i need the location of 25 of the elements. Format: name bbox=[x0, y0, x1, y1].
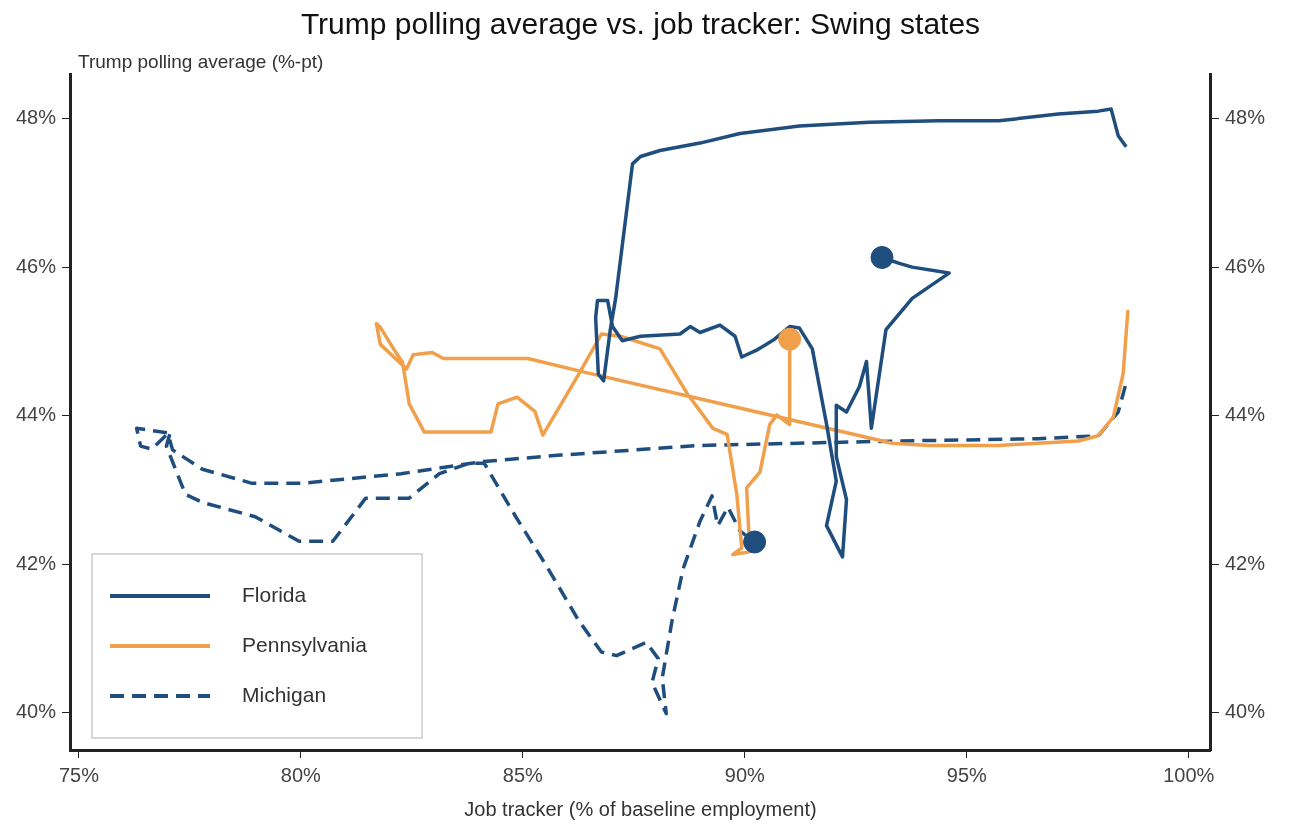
legend-label: Pennsylvania bbox=[242, 632, 368, 656]
x-tick-label: 95% bbox=[946, 763, 988, 786]
y-tick-label: 40% bbox=[16, 700, 57, 723]
x-tick-label: 80% bbox=[280, 763, 322, 786]
chart-title: Trump polling average vs. job tracker: Swing states bbox=[300, 7, 981, 41]
x-axis-title: Job tracker (% of baseline employment) bbox=[464, 797, 817, 820]
y2-tick-label: 40% bbox=[1224, 700, 1266, 723]
y-tick-label: 46% bbox=[16, 254, 57, 277]
y2-tick-label: 46% bbox=[1224, 254, 1266, 277]
y-tick-label: 48% bbox=[16, 106, 57, 129]
point bbox=[778, 327, 802, 351]
y-tick-label: 44% bbox=[16, 403, 57, 426]
point bbox=[743, 530, 767, 554]
y2-tick-label: 44% bbox=[1224, 403, 1266, 426]
y-tick-label: 42% bbox=[16, 551, 57, 574]
y2-tick-label: 42% bbox=[1224, 551, 1266, 574]
x-tick-label: 100% bbox=[1163, 763, 1215, 786]
y-axis-title: Trump polling average (%-pt) bbox=[78, 50, 324, 72]
y2-tick-label: 48% bbox=[1224, 106, 1266, 129]
x-tick-label: 90% bbox=[724, 763, 766, 786]
legend-label: Florida bbox=[242, 582, 307, 606]
x-tick-label: 75% bbox=[58, 763, 100, 786]
point bbox=[870, 245, 894, 269]
x-tick-label: 85% bbox=[502, 763, 544, 786]
legend-label: Michigan bbox=[242, 682, 327, 706]
